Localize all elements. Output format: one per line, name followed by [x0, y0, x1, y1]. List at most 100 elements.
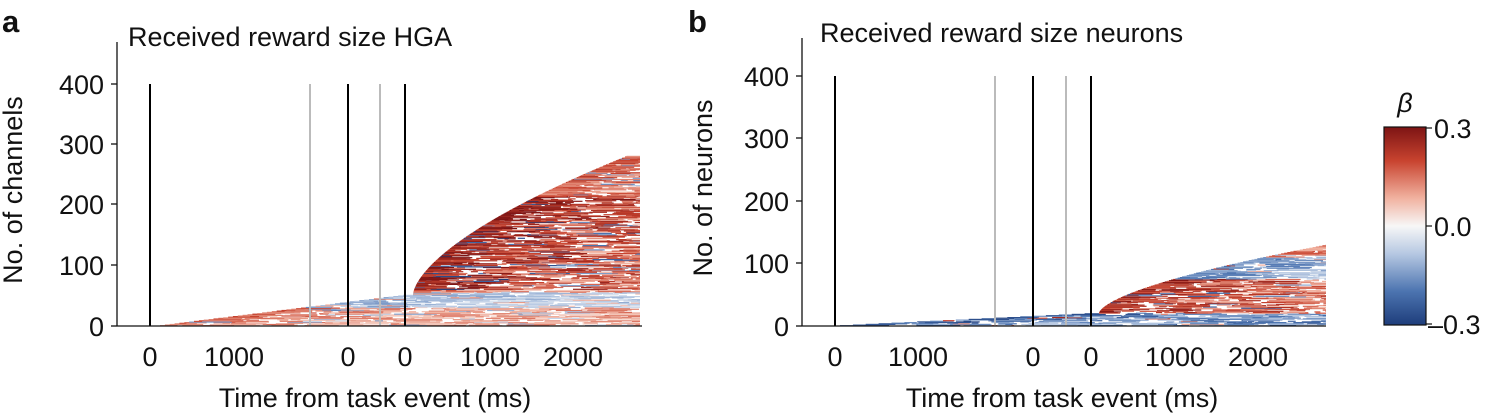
heatmap-cell	[543, 213, 589, 215]
heatmap-cell	[525, 277, 551, 279]
heatmap-cell	[444, 322, 483, 324]
heatmap-cell	[545, 217, 568, 219]
panel-a-ytick-label: 400	[59, 70, 104, 100]
heatmap-cell	[1316, 257, 1326, 259]
heatmap-cell	[500, 285, 534, 287]
heatmap-cell	[1221, 266, 1254, 268]
heatmap-cell	[568, 195, 600, 198]
heatmap-cell	[1266, 265, 1300, 267]
heatmap-cell	[572, 299, 611, 301]
heatmap-cell	[916, 324, 961, 326]
heatmap-cell	[1212, 281, 1240, 283]
heatmap-cell	[546, 191, 578, 193]
heatmap-cell	[519, 218, 527, 221]
heatmap-cell	[1172, 311, 1189, 313]
heatmap-cell	[572, 277, 580, 279]
heatmap-cell	[1186, 287, 1230, 289]
heatmap-cell	[362, 302, 408, 304]
heatmap-cell	[1168, 299, 1215, 301]
heatmap-cell	[606, 176, 614, 178]
heatmap-cell	[510, 248, 527, 250]
heatmap-cell	[340, 305, 359, 307]
heatmap-cell	[593, 189, 627, 191]
heatmap-cell	[1318, 314, 1326, 316]
heatmap-cell	[503, 213, 516, 215]
heatmap-cell	[580, 239, 607, 241]
heatmap-cell	[517, 304, 549, 306]
heatmap-cell	[1246, 268, 1261, 271]
panel-b-xtick-label: 2000	[1228, 342, 1288, 372]
panel-b-ytick-label: 300	[744, 124, 789, 154]
heatmap-cell	[995, 322, 1010, 324]
heatmap-cell	[924, 322, 971, 324]
heatmap-cell	[580, 308, 589, 310]
heatmap-cell	[235, 321, 269, 323]
heatmap-cell	[1306, 258, 1326, 260]
heatmap-cell	[1177, 303, 1196, 305]
heatmap-cell	[562, 320, 588, 322]
heatmap-cell	[1125, 295, 1163, 297]
panel-b-xtick-label: 0	[1083, 342, 1098, 372]
heatmap-cell	[1200, 282, 1243, 284]
heatmap-cell	[516, 230, 541, 232]
heatmap-cell	[276, 310, 285, 312]
heatmap-cell	[489, 248, 532, 250]
heatmap-cell	[325, 315, 336, 317]
heatmap-cell	[465, 236, 512, 238]
heatmap-cell	[526, 294, 552, 296]
heatmap-cell	[490, 316, 519, 318]
heatmap-cell	[1238, 322, 1252, 324]
heatmap-cell	[413, 294, 458, 296]
heatmap-cell	[1213, 319, 1230, 321]
heatmap-cell	[1288, 277, 1317, 279]
heatmap-cell	[1174, 298, 1185, 301]
heatmap-cell	[576, 272, 618, 275]
heatmap-cell	[623, 157, 640, 159]
heatmap-cell	[528, 223, 540, 225]
heatmap-cell	[560, 323, 579, 325]
heatmap-cell	[622, 234, 637, 236]
heatmap-cell	[1272, 255, 1281, 257]
heatmap-cell	[551, 198, 559, 201]
heatmap-cell	[472, 311, 486, 313]
heatmap-cell	[523, 202, 550, 204]
heatmap-cell	[531, 259, 548, 261]
heatmap-cell	[1310, 283, 1326, 286]
heatmap-cell	[576, 275, 600, 277]
heatmap-cell	[580, 251, 618, 253]
heatmap-cell	[556, 255, 572, 258]
heatmap-cell	[589, 211, 607, 213]
heatmap-cell	[363, 303, 390, 305]
heatmap-cell	[378, 297, 416, 299]
heatmap-cell	[384, 308, 416, 310]
heatmap-cell	[597, 205, 637, 207]
heatmap-cell	[602, 294, 619, 296]
heatmap-cell	[1158, 283, 1194, 285]
heatmap-cell	[567, 270, 602, 272]
heatmap-cell	[635, 293, 640, 295]
heatmap-cell	[481, 257, 514, 259]
heatmap-cell	[1271, 275, 1309, 277]
heatmap-cell	[487, 253, 525, 255]
heatmap-cell	[584, 185, 619, 187]
heatmap-cell	[1168, 297, 1209, 299]
heatmap-cell	[486, 223, 520, 225]
heatmap-cell	[1238, 298, 1247, 301]
heatmap-cell	[512, 208, 529, 210]
heatmap-cell	[569, 180, 607, 182]
heatmap-cell	[1228, 297, 1252, 299]
heatmap-cell	[1166, 321, 1175, 323]
heatmap-cell	[454, 302, 480, 304]
heatmap-cell	[531, 212, 554, 214]
heatmap-cell	[1262, 275, 1284, 277]
heatmap-cell	[1052, 317, 1083, 319]
heatmap-cell	[556, 271, 597, 273]
heatmap-cell	[618, 216, 640, 218]
heatmap-cell	[1270, 265, 1285, 267]
heatmap-cell	[603, 225, 638, 227]
heatmap-cell	[567, 249, 584, 252]
heatmap-cell	[457, 303, 476, 306]
heatmap-cell	[504, 317, 536, 319]
heatmap-cell	[1248, 293, 1291, 296]
heatmap-cell	[430, 265, 473, 267]
